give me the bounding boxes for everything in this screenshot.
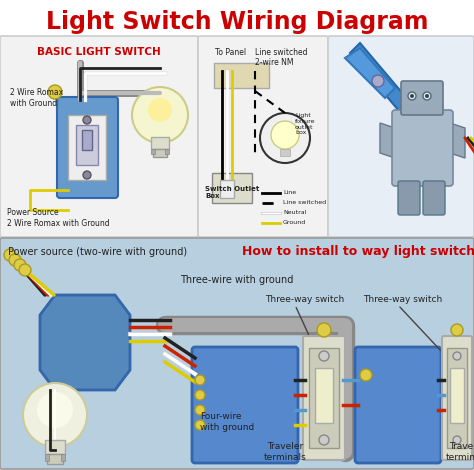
FancyBboxPatch shape — [57, 97, 118, 198]
Circle shape — [260, 113, 310, 163]
Bar — [153, 149, 167, 157]
Text: To Panel: To Panel — [215, 48, 246, 57]
Circle shape — [372, 75, 384, 87]
Circle shape — [425, 94, 429, 98]
FancyBboxPatch shape — [0, 36, 198, 237]
Text: Three-wire with ground: Three-wire with ground — [180, 275, 293, 285]
Circle shape — [453, 436, 461, 444]
Bar — [68, 115, 106, 180]
FancyBboxPatch shape — [303, 336, 345, 460]
Polygon shape — [350, 43, 415, 118]
Circle shape — [132, 87, 188, 143]
Circle shape — [195, 390, 205, 400]
Circle shape — [423, 92, 431, 100]
Bar — [151, 137, 169, 149]
Bar — [315, 368, 333, 423]
Text: How to install to way light switch: How to install to way light switch — [242, 245, 474, 258]
Circle shape — [83, 171, 91, 179]
Text: Traveler
terminals: Traveler terminals — [446, 442, 474, 462]
Circle shape — [195, 405, 205, 415]
Text: Power source (two-wire with ground): Power source (two-wire with ground) — [8, 247, 187, 257]
FancyBboxPatch shape — [392, 110, 453, 186]
Circle shape — [360, 369, 372, 381]
Text: Ground: Ground — [283, 220, 306, 226]
FancyBboxPatch shape — [198, 36, 328, 237]
Text: Line switched: Line switched — [283, 201, 326, 205]
Bar — [214, 63, 269, 88]
Circle shape — [48, 85, 62, 99]
Bar — [47, 454, 63, 464]
Circle shape — [14, 259, 26, 271]
Bar — [450, 368, 464, 423]
Circle shape — [19, 264, 31, 276]
Bar — [309, 348, 339, 448]
Text: Switch Outlet
Box: Switch Outlet Box — [205, 186, 259, 199]
Bar — [220, 180, 234, 198]
Text: 2-wire NM: 2-wire NM — [255, 58, 293, 67]
Circle shape — [408, 92, 416, 100]
Circle shape — [317, 323, 331, 337]
FancyBboxPatch shape — [328, 36, 474, 237]
FancyBboxPatch shape — [401, 81, 443, 115]
Bar — [212, 173, 252, 203]
Text: 2 Wire Romax
with Ground: 2 Wire Romax with Ground — [10, 88, 63, 108]
FancyBboxPatch shape — [0, 238, 474, 469]
Circle shape — [148, 98, 172, 122]
Polygon shape — [380, 123, 395, 158]
Text: Light
fixture
outlet
box: Light fixture outlet box — [295, 113, 316, 135]
FancyBboxPatch shape — [423, 181, 445, 215]
Text: Power Source
2 Wire Romax with Ground: Power Source 2 Wire Romax with Ground — [7, 208, 109, 228]
Circle shape — [319, 435, 329, 445]
Polygon shape — [450, 123, 465, 158]
Bar — [82, 130, 92, 150]
Text: Traveler
terminals: Traveler terminals — [264, 442, 306, 462]
Circle shape — [23, 383, 87, 447]
Circle shape — [410, 94, 414, 98]
FancyBboxPatch shape — [355, 347, 441, 463]
Circle shape — [451, 324, 463, 336]
Circle shape — [195, 420, 205, 430]
Text: Four-wire
with ground: Four-wire with ground — [200, 412, 254, 432]
Circle shape — [195, 375, 205, 385]
Circle shape — [83, 116, 91, 124]
Circle shape — [9, 254, 21, 266]
Text: Line: Line — [283, 190, 296, 196]
Text: Neutral: Neutral — [283, 211, 306, 216]
Polygon shape — [345, 48, 395, 98]
Circle shape — [37, 392, 73, 428]
Circle shape — [319, 351, 329, 361]
Text: Three-way switch: Three-way switch — [265, 296, 344, 305]
Bar — [165, 149, 169, 154]
Text: Line switched: Line switched — [255, 48, 308, 57]
Polygon shape — [40, 295, 130, 390]
FancyBboxPatch shape — [442, 336, 472, 460]
Text: Three-way switch: Three-way switch — [363, 296, 442, 305]
Bar — [151, 149, 155, 154]
Bar — [45, 454, 49, 461]
Text: BASIC LIGHT SWITCH: BASIC LIGHT SWITCH — [37, 47, 161, 57]
Circle shape — [4, 249, 16, 261]
FancyBboxPatch shape — [398, 181, 420, 215]
Circle shape — [271, 121, 299, 149]
Bar — [61, 454, 65, 461]
Bar — [45, 440, 65, 454]
Text: Light Switch Wiring Diagram: Light Switch Wiring Diagram — [46, 10, 428, 34]
Bar — [280, 149, 290, 156]
Circle shape — [453, 352, 461, 360]
FancyBboxPatch shape — [192, 347, 298, 463]
Bar — [447, 348, 467, 448]
Bar — [76, 125, 98, 165]
